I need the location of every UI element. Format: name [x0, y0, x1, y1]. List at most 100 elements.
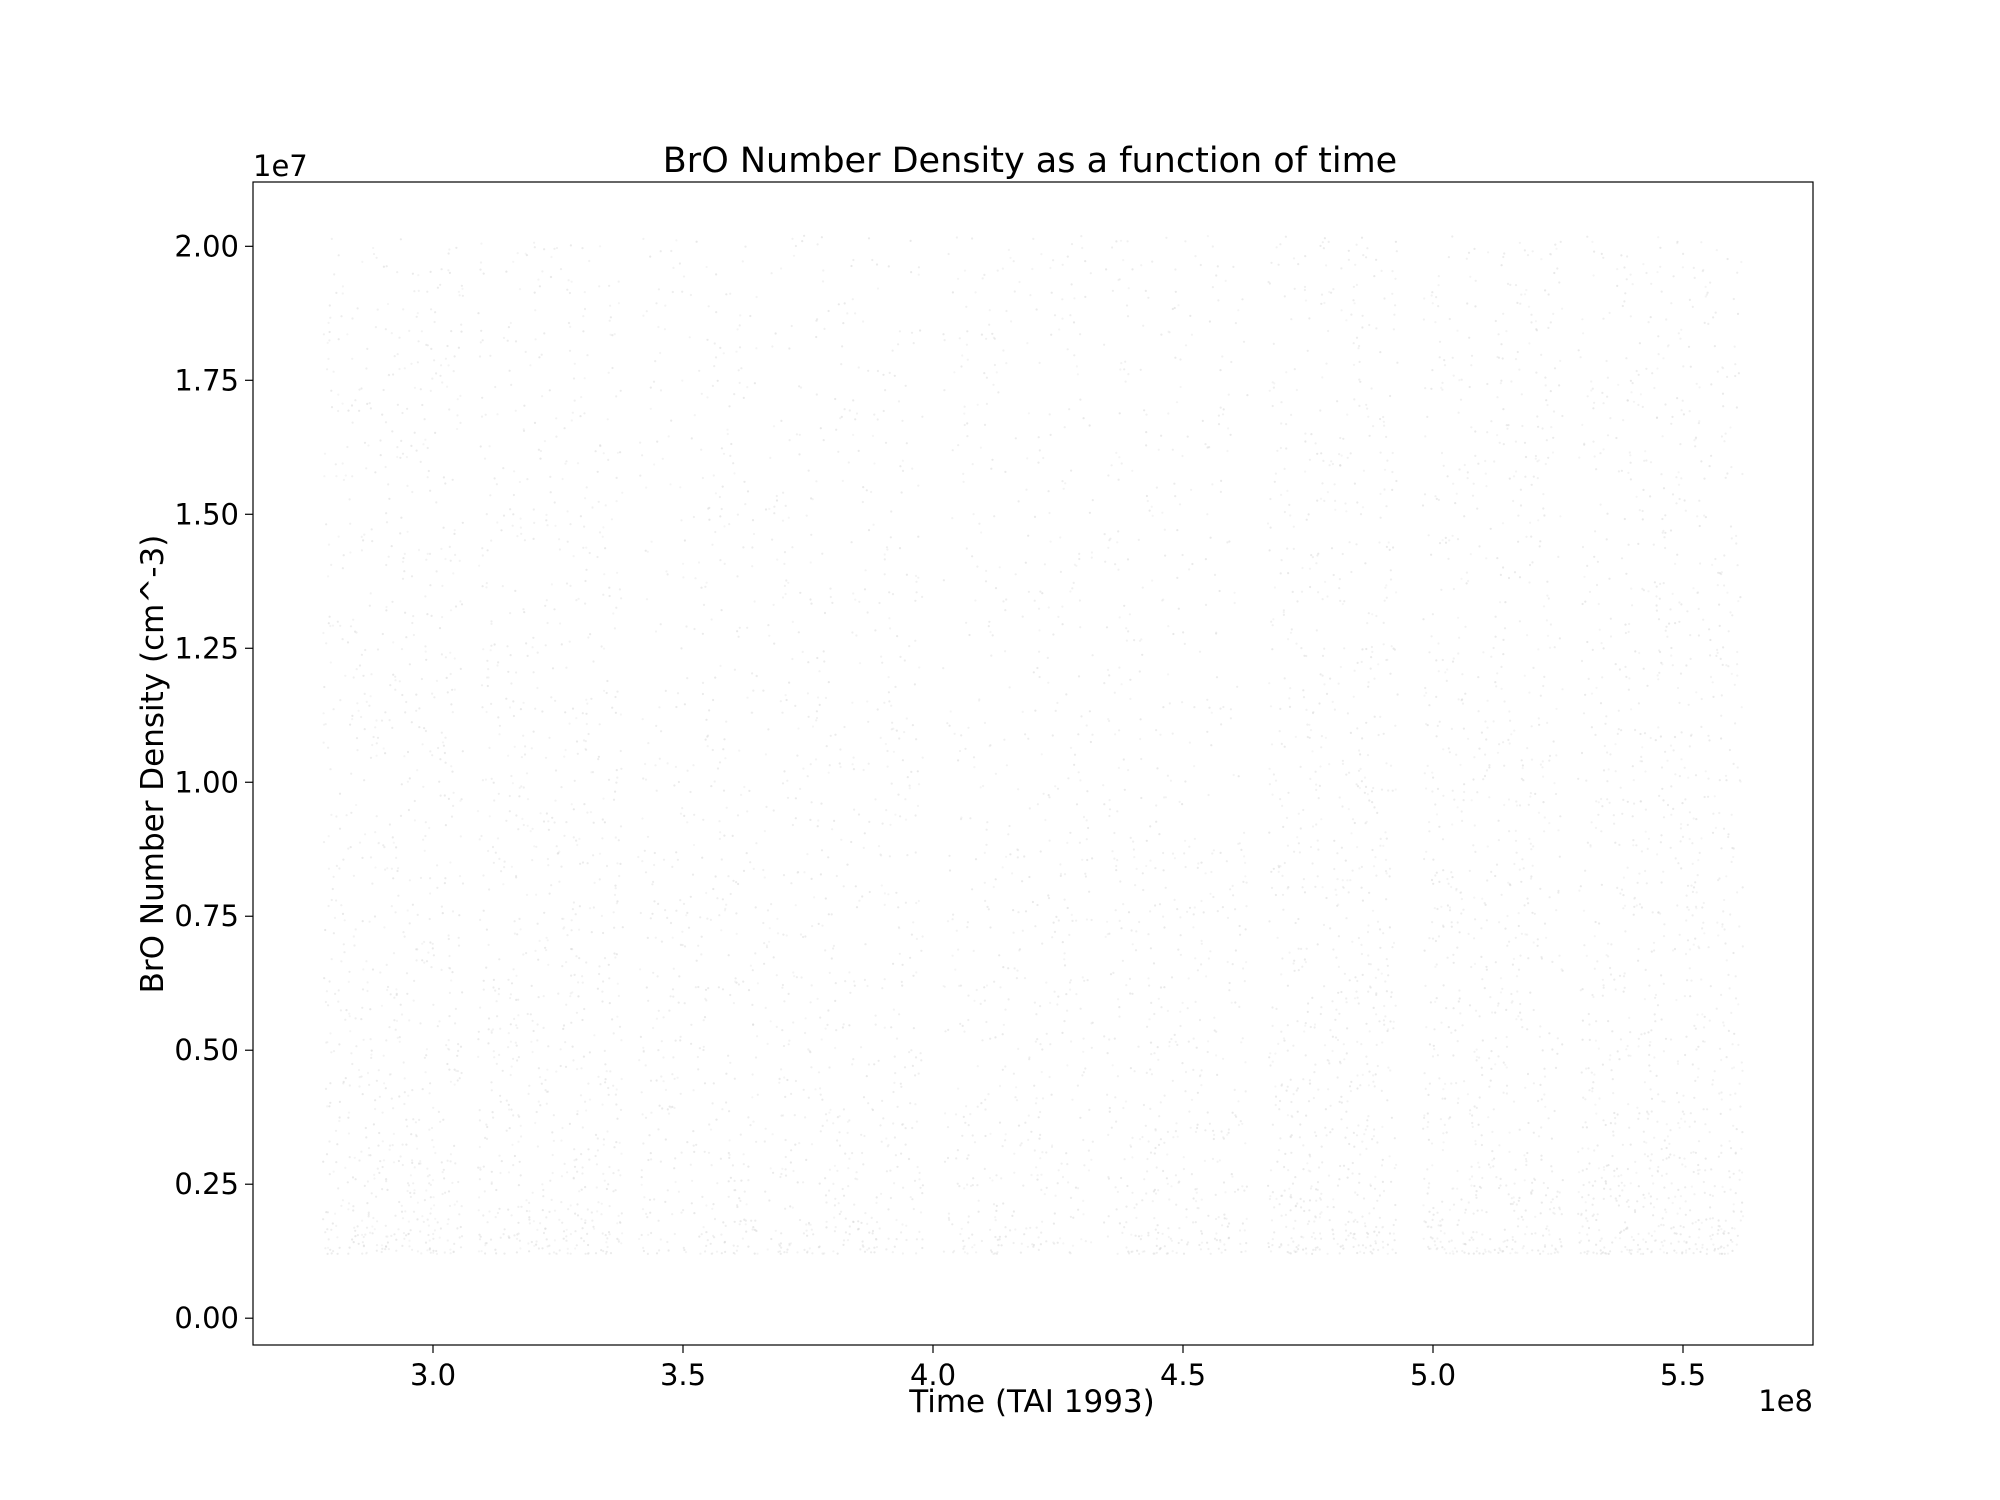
data-point [1123, 1226, 1126, 1229]
data-point [967, 1221, 970, 1224]
data-point [459, 1225, 462, 1229]
data-point [1039, 1133, 1042, 1136]
data-point [732, 1002, 736, 1005]
data-point [840, 1210, 843, 1213]
data-point [859, 1248, 862, 1251]
data-point [382, 1054, 385, 1057]
data-point [835, 1029, 838, 1032]
data-point [363, 441, 367, 444]
data-point [646, 1216, 649, 1219]
data-point [1342, 1247, 1345, 1250]
data-point [665, 570, 668, 573]
data-point [513, 470, 516, 473]
data-point [1200, 899, 1203, 903]
data-point [706, 745, 709, 748]
data-point [562, 1237, 565, 1240]
data-point [437, 1110, 440, 1113]
data-point [1017, 788, 1020, 791]
data-point [335, 1224, 338, 1227]
data-point [1088, 511, 1091, 514]
data-point [876, 708, 879, 711]
data-point [1073, 354, 1076, 357]
data-point [983, 851, 986, 855]
data-point [403, 1091, 406, 1094]
data-point [818, 1245, 821, 1248]
data-point [450, 979, 453, 982]
data-point [1347, 1168, 1350, 1171]
data-point [453, 1068, 456, 1071]
data-point [895, 891, 898, 894]
data-point [770, 1237, 773, 1241]
data-point [722, 352, 725, 355]
data-point [401, 693, 404, 697]
data-point [712, 474, 715, 477]
data-point [1290, 1196, 1293, 1199]
data-point [892, 727, 895, 730]
data-point [605, 1241, 608, 1244]
data-point [537, 958, 540, 961]
data-point [1207, 1040, 1210, 1043]
data-point [1285, 447, 1288, 450]
data-point [425, 658, 428, 661]
data-point [1216, 910, 1219, 913]
data-point [410, 444, 413, 447]
data-point [1127, 769, 1130, 772]
data-point [1088, 710, 1091, 713]
data-point [436, 1025, 439, 1028]
data-point [328, 1173, 331, 1176]
data-point [1304, 1247, 1308, 1250]
data-point [983, 881, 986, 884]
data-point [1021, 929, 1024, 932]
data-point [1313, 1023, 1317, 1026]
data-point [492, 861, 495, 864]
data-point [413, 290, 416, 293]
data-point [910, 770, 913, 774]
data-point [1382, 844, 1385, 848]
data-point [1376, 920, 1380, 923]
data-point [739, 314, 742, 317]
data-point [1048, 796, 1051, 799]
data-point [1318, 1197, 1322, 1200]
data-point [416, 312, 419, 315]
data-point [693, 1212, 696, 1215]
data-point [363, 1184, 366, 1187]
data-point [1199, 1073, 1202, 1077]
data-point [990, 467, 993, 470]
data-point [422, 785, 425, 788]
data-point [753, 600, 756, 603]
data-point [1273, 1231, 1276, 1234]
data-point [791, 237, 794, 240]
data-point [373, 1228, 376, 1231]
data-point [510, 1065, 513, 1068]
data-point [617, 1169, 620, 1172]
data-point [1358, 749, 1361, 752]
data-point [1071, 587, 1074, 590]
data-point [641, 817, 644, 820]
data-point [1216, 1160, 1219, 1163]
data-point [1079, 398, 1082, 401]
data-point [1175, 401, 1179, 404]
data-point [1048, 413, 1051, 416]
data-point [1338, 578, 1341, 581]
data-point [453, 1242, 456, 1245]
data-point [1188, 741, 1191, 744]
data-point [506, 645, 509, 648]
data-point [335, 864, 338, 868]
data-point [360, 1075, 363, 1078]
data-point [871, 258, 874, 262]
data-point [1386, 964, 1389, 967]
data-point [1159, 1101, 1162, 1104]
data-point [1344, 502, 1347, 505]
data-point [1381, 1125, 1384, 1128]
data-point [1389, 569, 1392, 572]
data-point [712, 1082, 715, 1085]
data-point [917, 783, 921, 786]
data-point [620, 1242, 623, 1245]
data-point [541, 1209, 544, 1212]
data-point [1190, 488, 1193, 491]
data-point [608, 1205, 611, 1208]
data-point [783, 770, 786, 773]
data-point [422, 838, 425, 841]
data-point [692, 515, 696, 519]
data-point [864, 1212, 867, 1215]
